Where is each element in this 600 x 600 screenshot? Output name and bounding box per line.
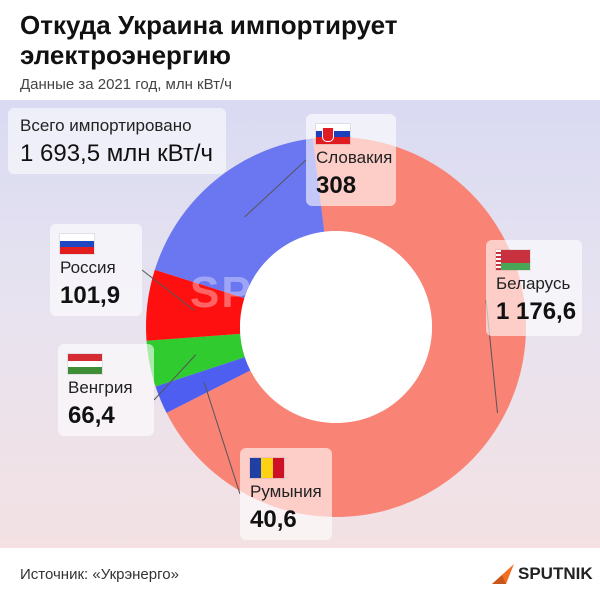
donut-slice-5: [154, 138, 325, 299]
belarus-flag-icon: [496, 250, 530, 270]
leader-line-2: [141, 269, 195, 311]
total-box: Всего импортировано 1 693,5 млн кВт/ч: [8, 108, 226, 174]
label-russia-name: Россия: [60, 258, 116, 277]
brand-name: SPUTNIK: [518, 564, 593, 583]
donut-slice-4: [146, 269, 245, 341]
label-romania-value: 40,6: [250, 506, 297, 533]
callout-slovakia: Словакия 308: [306, 114, 396, 206]
hungary-flag-icon: [68, 354, 102, 375]
donut-slice-1: [166, 137, 527, 517]
total-value: 1 693,5 млн кВт/ч: [20, 140, 214, 167]
donut-slice-2: [155, 357, 251, 413]
leader-line-1: [244, 159, 307, 218]
callout-romania: Румыния 40,6: [240, 448, 332, 540]
slovakia-flag-icon: [316, 124, 350, 145]
label-belarus-name: Беларусь: [496, 274, 571, 293]
russia-flag-icon: [60, 234, 94, 255]
total-label: Всего импортировано: [20, 116, 192, 135]
romania-flag-icon: [250, 458, 284, 478]
label-romania-name: Румыния: [250, 482, 322, 501]
label-hungary-value: 66,4: [68, 402, 115, 429]
callout-belarus: Беларусь 1 176,6: [486, 240, 582, 336]
sputnik-logo-icon: [492, 564, 514, 584]
chart-title: Откуда Украина импортирует электроэнерги…: [20, 10, 398, 70]
donut-slice-3: [146, 333, 245, 387]
leader-line-3: [153, 354, 197, 401]
label-russia-value: 101,9: [60, 282, 121, 309]
donut-hole: [240, 231, 432, 423]
chart-subtitle: Данные за 2021 год, млн кВт/ч: [20, 76, 232, 93]
source-note: Источник: «Укрэнерго»: [20, 566, 179, 583]
callout-russia: Россия 101,9: [50, 224, 142, 316]
label-belarus-value: 1 176,6: [496, 298, 577, 325]
leader-line-5: [203, 381, 241, 495]
callout-hungary: Венгрия 66,4: [58, 344, 154, 436]
watermark-text: SPUTNIK: [190, 268, 398, 317]
label-slovakia-name: Словакия: [316, 148, 393, 167]
label-hungary-name: Венгрия: [68, 378, 133, 397]
label-slovakia-value: 308: [316, 172, 357, 199]
